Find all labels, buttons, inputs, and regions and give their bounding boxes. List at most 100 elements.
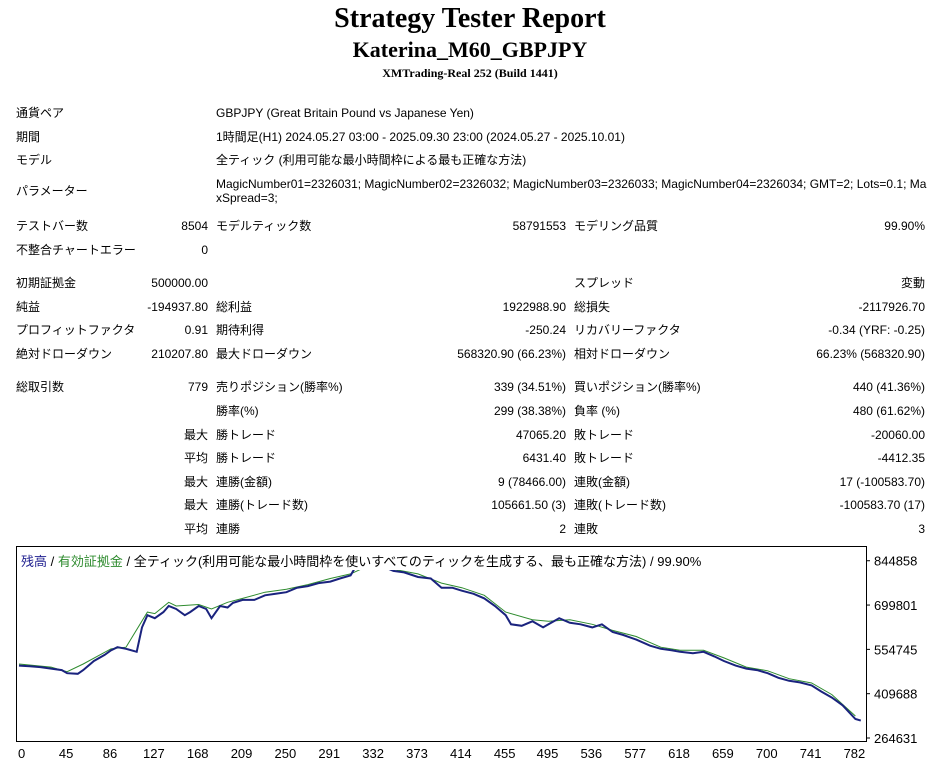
total-trades-label: 総取引数 <box>16 380 65 394</box>
report-title: Strategy Tester Report <box>334 3 606 34</box>
y-tick-label: 554745 <box>874 642 917 657</box>
y-tick-label: 409688 <box>874 687 917 702</box>
max-consec-wins-amt-label: 連勝(金額) <box>216 475 272 489</box>
x-tick-label: 168 <box>187 746 209 761</box>
legend-sep-1: / <box>47 554 58 569</box>
period-label: 期間 <box>16 130 41 144</box>
x-tick-label: 536 <box>580 746 602 761</box>
avg-consec-wins-label: 連勝 <box>216 522 241 536</box>
gross-loss-label: 総損失 <box>574 300 611 314</box>
x-tick-label: 455 <box>494 746 516 761</box>
average-prefix: 平均 <box>184 451 209 465</box>
initial-deposit-label: 初期証拠金 <box>16 276 77 290</box>
y-tick-label: 264631 <box>874 731 917 746</box>
x-tick-label: 700 <box>756 746 778 761</box>
max-consec-wins-cnt-label: 連勝(トレード数) <box>216 498 308 512</box>
x-tick-label: 659 <box>712 746 734 761</box>
avg-consec-losses-value: 3 <box>918 522 925 536</box>
max-consec-losses-cnt-value: -100583.70 (17) <box>839 498 925 512</box>
total-trades-value: 779 <box>187 380 208 394</box>
period-value: 1時間足(H1) 2024.05.27 03:00 - 2025.09.30 2… <box>216 130 625 144</box>
x-tick-label: 45 <box>59 746 73 761</box>
balance-chart-plot <box>18 562 862 722</box>
win-rate-label: 勝率(%) <box>216 404 259 418</box>
largest-loss-label: 敗トレード <box>574 428 635 442</box>
largest-win-label: 勝トレード <box>216 428 277 442</box>
x-tick-label: 332 <box>362 746 384 761</box>
rel-drawdown-value: 66.23% (568320.90) <box>816 347 925 361</box>
recovery-factor-value: -0.34 (YRF: -0.25) <box>828 323 925 337</box>
loss-rate-label: 負率 (%) <box>574 404 620 418</box>
x-tick-label: 495 <box>537 746 559 761</box>
model-quality-value: 99.90% <box>884 219 925 233</box>
x-tick-label: 741 <box>800 746 822 761</box>
mismatch-errors-value: 0 <box>201 243 208 257</box>
legend-balance: 残高 <box>21 554 48 569</box>
symbol-label: 通貨ペア <box>16 106 65 120</box>
long-positions-value: 440 (41.36%) <box>852 380 925 394</box>
max-consec-losses-cnt-label: 連敗(トレード数) <box>574 498 666 512</box>
max-consec-amt-prefix: 最大 <box>184 475 209 489</box>
max-consec-cnt-prefix: 最大 <box>184 498 209 512</box>
x-tick-label: 86 <box>103 746 117 761</box>
x-tick-label: 373 <box>406 746 428 761</box>
loss-rate-value: 480 (61.62%) <box>852 404 925 418</box>
net-profit-label: 純益 <box>16 300 41 314</box>
avg-consec-wins-value: 2 <box>559 522 566 536</box>
test-bars-label: テストバー数 <box>16 219 89 233</box>
short-positions-value: 339 (34.51%) <box>493 380 566 394</box>
broker-name: XMTrading-Real 252 (Build 1441) <box>382 66 558 80</box>
expected-payoff-value: -250.24 <box>525 323 566 337</box>
max-drawdown-label: 最大ドローダウン <box>216 347 313 361</box>
spread-label: スプレッド <box>574 276 635 290</box>
net-profit-value: -194937.80 <box>147 300 208 314</box>
max-drawdown-value: 568320.90 (66.23%) <box>457 347 566 361</box>
avg-loss-label: 敗トレード <box>574 451 635 465</box>
model-ticks-value: 58791553 <box>512 219 566 233</box>
gross-profit-label: 総利益 <box>216 300 253 314</box>
x-axis: 0 45 86 127 168 209 250 291 332 373 414 455 495 536 57… <box>18 746 866 761</box>
x-tick-label: 577 <box>624 746 646 761</box>
long-positions-label: 買いポジション(勝率%) <box>574 380 701 394</box>
max-consec-losses-amt-label: 連敗(金額) <box>574 475 630 489</box>
max-consec-losses-amt-value: 17 (-100583.70) <box>839 475 925 489</box>
mismatch-errors-label: 不整合チャートエラー <box>16 243 136 257</box>
short-positions-label: 売りポジション(勝率%) <box>216 380 343 394</box>
avg-loss-value: -4412.35 <box>877 451 925 465</box>
avg-consec-losses-label: 連敗 <box>574 522 599 536</box>
legend-sep-3: / <box>646 554 658 569</box>
symbol-value: GBPJPY (Great Britain Pound vs Japanese … <box>216 106 474 120</box>
profit-factor-value: 0.91 <box>184 323 208 337</box>
legend-quality: 99.90% <box>657 554 702 569</box>
model-ticks-label: モデルティック数 <box>216 219 312 233</box>
model-value: 全ティック (利用可能な最小時間枠による最も正確な方法) <box>216 153 527 167</box>
gross-profit-value: 1922988.90 <box>502 300 566 314</box>
abs-drawdown-label: 絶対ドローダウン <box>16 347 113 361</box>
recovery-factor-label: リカバリーファクタ <box>574 323 681 337</box>
chart-legend: 残高 / 有効証拠金 / 全ティック(利用可能な最小時間枠を使いすべてのティック… <box>21 551 702 570</box>
x-tick-label: 782 <box>844 746 866 761</box>
parameters-value: MagicNumber01=2326031; MagicNumber02=232… <box>216 177 927 205</box>
test-bars-value: 8504 <box>181 219 208 233</box>
report-subtitle: Katerina_M60_GBPJPY <box>352 37 588 62</box>
expected-payoff-label: 期待利得 <box>216 323 265 337</box>
parameters-label: パラメーター <box>16 184 88 198</box>
x-tick-label: 127 <box>143 746 165 761</box>
avg-win-label: 勝トレード <box>216 451 277 465</box>
avg-consec-prefix: 平均 <box>184 522 209 536</box>
avg-win-value: 6431.40 <box>522 451 566 465</box>
rel-drawdown-label: 相対ドローダウン <box>574 347 671 361</box>
y-tick-label: 699801 <box>874 598 917 613</box>
max-consec-wins-amt-value: 9 (78466.00) <box>497 475 566 489</box>
max-consec-wins-cnt-value: 105661.50 (3) <box>491 498 566 512</box>
y-tick-label: 844858 <box>874 554 917 569</box>
profit-factor-label: プロフィットファクタ <box>16 323 136 337</box>
largest-loss-value: -20060.00 <box>870 428 925 442</box>
x-tick-label: 250 <box>275 746 297 761</box>
largest-win-value: 47065.20 <box>515 428 566 442</box>
x-tick-label: 209 <box>231 746 253 761</box>
x-tick-label: 618 <box>668 746 690 761</box>
gross-loss-value: -2117926.70 <box>858 300 925 314</box>
x-tick-label: 291 <box>318 746 340 761</box>
y-axis: 844858 699801 554745 409688 264631 <box>866 554 917 746</box>
